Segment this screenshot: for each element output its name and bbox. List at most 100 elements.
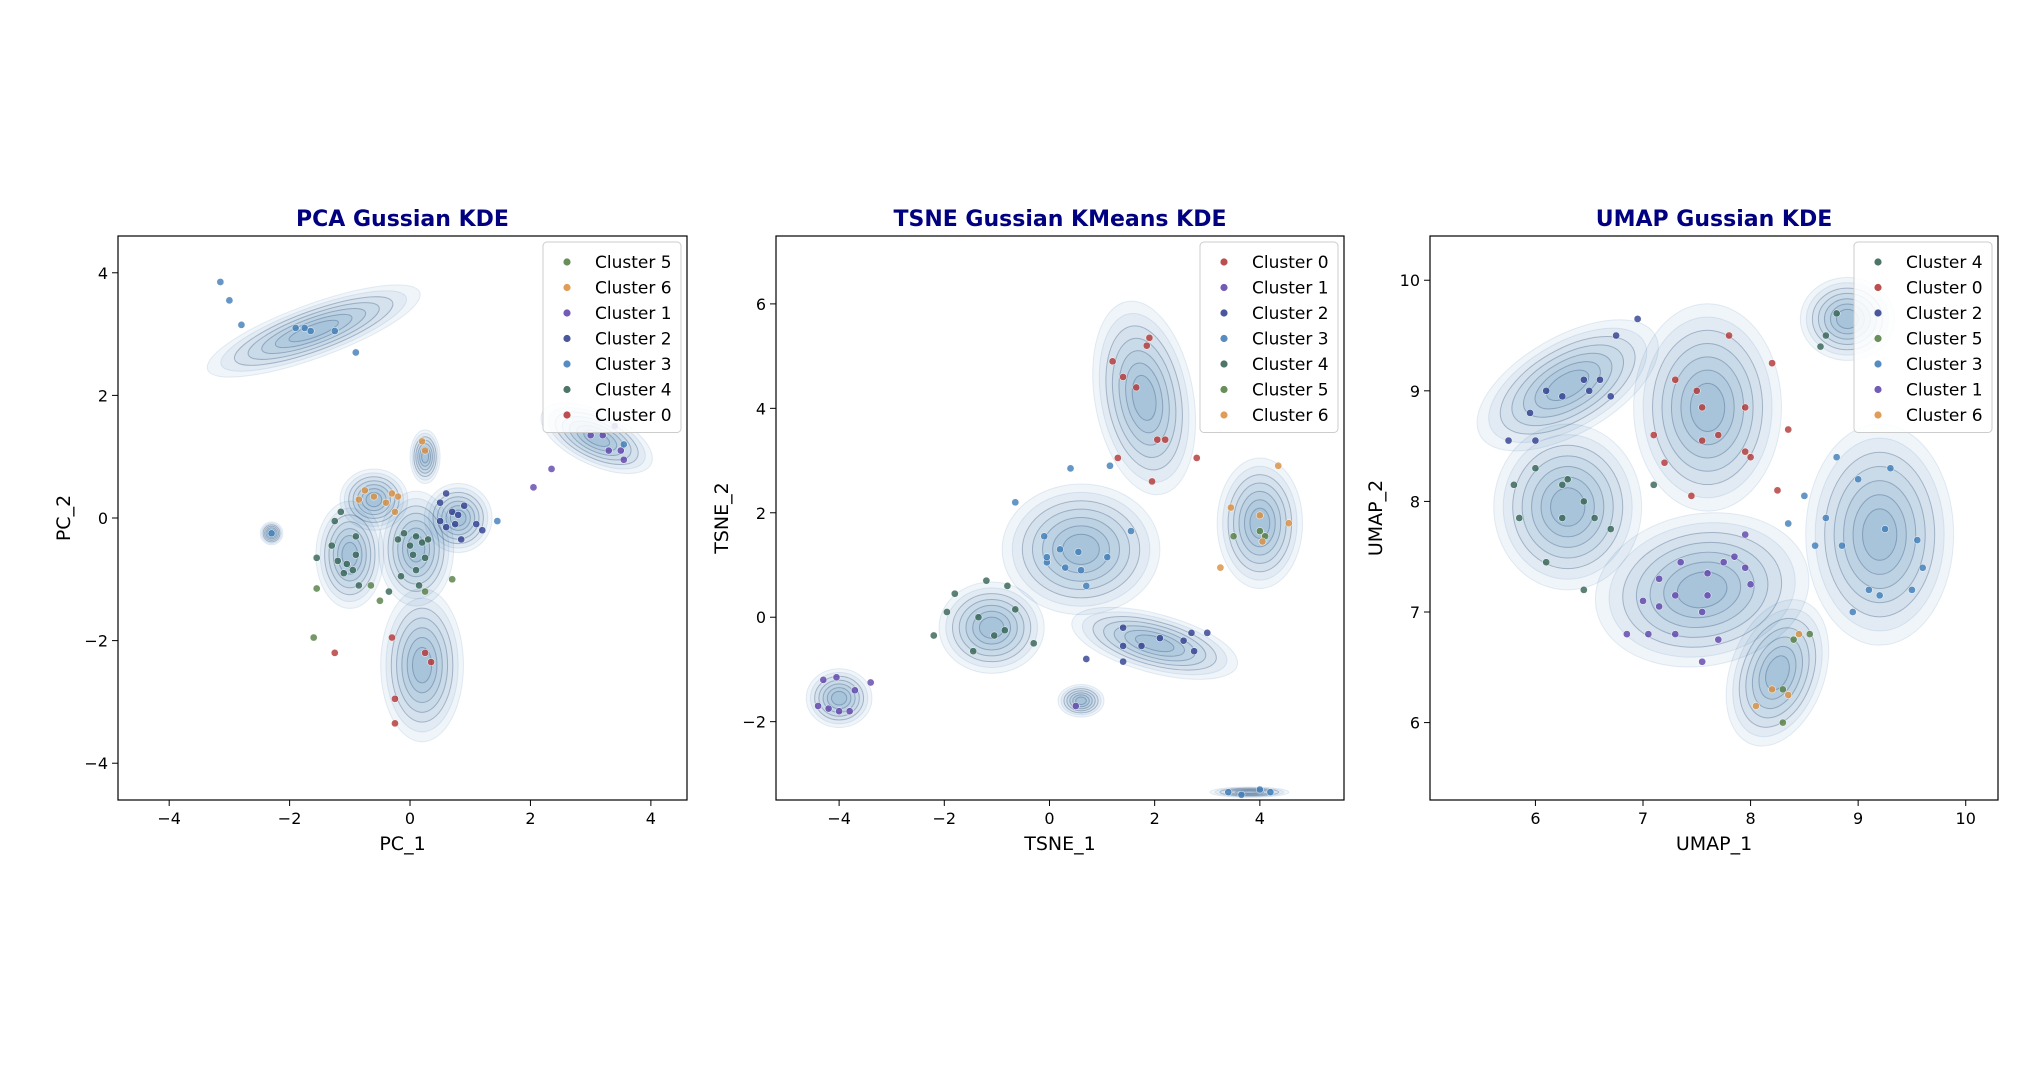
point-cluster-3: [1913, 536, 1922, 544]
kde-contour: [1608, 522, 1796, 658]
legend-label-cluster-5: Cluster 5: [595, 253, 672, 273]
point-cluster-3: [267, 529, 276, 538]
point-cluster-0: [1671, 375, 1680, 384]
kde-contour: [1833, 465, 1926, 604]
kde-contour: [328, 521, 372, 589]
point-cluster-6: [1795, 630, 1803, 638]
point-cluster-0: [391, 694, 399, 703]
point-cluster-3: [1061, 563, 1070, 572]
kde-contour: [413, 436, 437, 478]
point-cluster-3: [1237, 790, 1246, 799]
y-axis-label: TSNE_2: [711, 482, 733, 554]
scatter-points: [216, 278, 628, 728]
kde-contour: [396, 617, 449, 713]
point-cluster-2: [1179, 636, 1188, 645]
kde-contour: [387, 505, 445, 592]
kde-blob: [1476, 319, 1659, 452]
kde-contour: [938, 581, 1045, 674]
kde-contour: [830, 690, 848, 706]
kde-contour: [1511, 344, 1625, 427]
kde-blob: [315, 500, 385, 609]
legend-label-cluster-0: Cluster 0: [1252, 253, 1329, 273]
point-cluster-0: [1692, 386, 1701, 395]
point-cluster-2: [1596, 375, 1604, 384]
kde-contour: [332, 528, 367, 582]
point-cluster-5: [309, 633, 318, 642]
point-cluster-3: [1848, 608, 1857, 616]
point-cluster-1: [1071, 702, 1080, 710]
kde-blob: [1594, 512, 1810, 668]
point-cluster-3: [1811, 541, 1819, 550]
point-cluster-0: [1784, 425, 1793, 434]
point-cluster-0: [1114, 454, 1122, 462]
point-cluster-0: [1148, 477, 1156, 486]
point-cluster-0: [1698, 436, 1707, 445]
legend: Cluster 4 Cluster 0 Cluster 2 Cluster 5 Clus…: [1853, 241, 1993, 433]
point-cluster-2: [1190, 647, 1198, 656]
kde-contour: [1663, 561, 1742, 619]
point-cluster-1: [1741, 530, 1750, 539]
kde-contour: [1862, 508, 1898, 561]
kde-contour: [409, 429, 441, 485]
x-axis-label: PC_1: [379, 833, 425, 855]
kde-blob: [409, 429, 441, 485]
chart-title: TSNE Gussian KMeans KDE: [893, 207, 1226, 232]
point-cluster-0: [1746, 453, 1755, 462]
point-cluster-4: [969, 647, 978, 656]
y-tick-label: 6: [756, 295, 766, 314]
kde-contour: [1111, 337, 1177, 459]
x-tick-label: 2: [525, 809, 535, 828]
kde-blob: [938, 581, 1045, 674]
point-cluster-1: [866, 678, 875, 687]
point-cluster-4: [1606, 525, 1615, 533]
point-cluster-4: [1832, 309, 1841, 318]
point-cluster-0: [1741, 403, 1750, 412]
kde-contour: [1081, 611, 1228, 676]
point-cluster-3: [1074, 548, 1083, 556]
kde-contour: [324, 514, 376, 596]
point-cluster-1: [1655, 574, 1663, 583]
point-cluster-2: [451, 520, 460, 528]
legend-label-cluster-6: Cluster 6: [1906, 406, 1983, 426]
tsne-panel: −4 −2 0 2 4 −2 0 2 4 6 TSNE Gussian KMeans KDE TSNE…: [711, 207, 1345, 855]
point-cluster-0: [1192, 454, 1201, 462]
x-tick-label: 6: [1530, 809, 1540, 828]
legend-marker-cluster-5: [1220, 385, 1228, 394]
point-cluster-4: [339, 569, 348, 578]
legend-label-cluster-3: Cluster 3: [595, 355, 672, 375]
point-cluster-3: [1043, 553, 1051, 562]
y-tick-label: 4: [98, 264, 108, 283]
point-cluster-1: [1671, 591, 1680, 600]
point-cluster-4: [312, 553, 321, 562]
point-cluster-3: [1886, 464, 1895, 473]
point-cluster-4: [336, 508, 345, 516]
point-cluster-1: [1746, 580, 1755, 589]
legend-label-cluster-0: Cluster 0: [595, 406, 672, 426]
point-cluster-1: [1644, 630, 1653, 638]
point-cluster-4: [1531, 464, 1540, 473]
x-tick-label: 9: [1853, 809, 1863, 828]
kde-blob: [380, 588, 464, 743]
point-cluster-3: [1865, 586, 1873, 594]
kde-contour: [1075, 696, 1087, 706]
legend-marker-cluster-4: [1874, 258, 1882, 266]
legend: Cluster 5 Cluster 6 Cluster 1 Cluster 2 Clus…: [542, 241, 682, 433]
kde-blob: [1805, 423, 1955, 646]
point-cluster-4: [412, 532, 420, 541]
y-tick-label: −2: [84, 632, 108, 651]
point-cluster-0: [1725, 331, 1733, 340]
point-cluster-1: [604, 446, 613, 455]
legend: Cluster 0 Cluster 1 Cluster 2 Cluster 3 Clus…: [1199, 241, 1339, 433]
legend-marker-cluster-5: [1874, 334, 1882, 343]
point-cluster-4: [351, 532, 360, 541]
point-cluster-3: [306, 327, 315, 335]
point-cluster-0: [1119, 373, 1127, 381]
x-tick-label: 2: [1150, 809, 1160, 828]
point-cluster-5: [1256, 527, 1264, 535]
point-cluster-0: [1698, 403, 1707, 412]
point-cluster-4: [424, 535, 432, 544]
legend-marker-cluster-6: [563, 283, 571, 292]
point-cluster-4: [415, 581, 423, 590]
point-cluster-4: [1000, 626, 1009, 635]
legend-marker-cluster-4: [1220, 360, 1228, 368]
